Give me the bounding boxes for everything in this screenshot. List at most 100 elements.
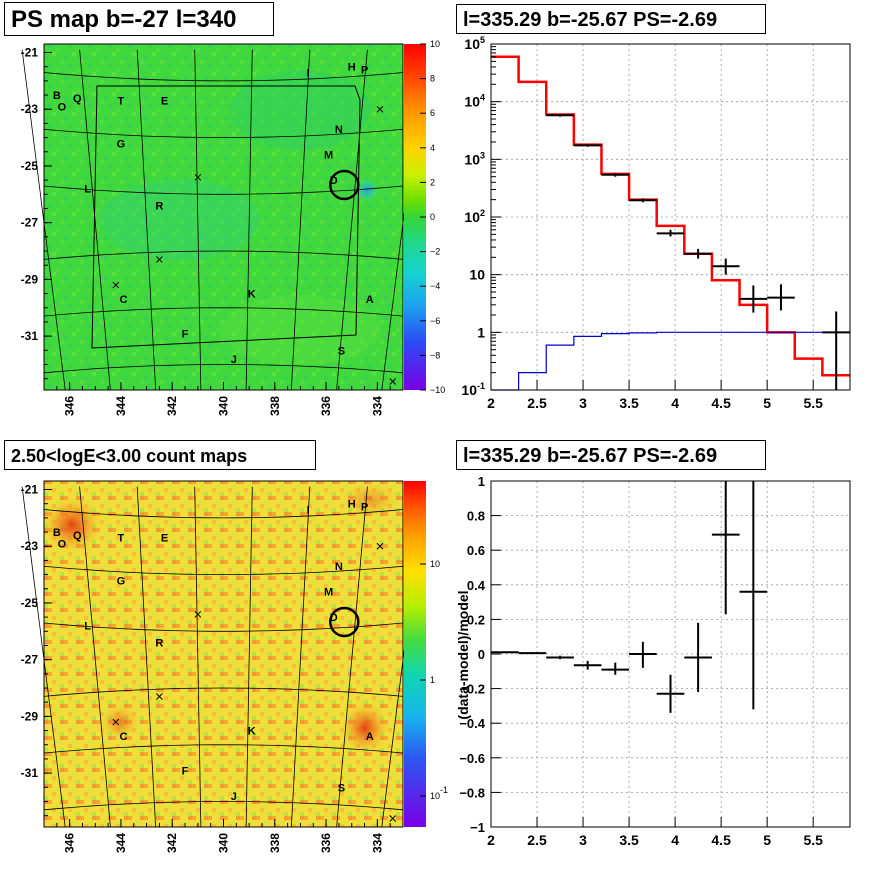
y-tick-label: -29 <box>21 709 39 723</box>
y-tick-label: 105 <box>464 35 485 52</box>
x-tick-label: 346 <box>63 833 77 853</box>
x-tick-label: 338 <box>268 833 282 853</box>
source-label: T <box>118 96 125 108</box>
residual-ylabel: (data-model)/model <box>455 590 471 719</box>
ps-map-axes: 346 344 342 340 338 336 334 -21 -23 -25 -27 -29 -31 <box>21 46 404 416</box>
y-tick-label: -27 <box>21 216 39 230</box>
ps-map-sources: B QO T E I H P N G M D L R C K A F J S <box>53 62 397 385</box>
spectrum-axes: 2 2.5 3 3.5 4 4.5 5 5.5 10-1 1 10 102 103 104 105 <box>461 35 823 411</box>
count-map-background <box>44 481 403 827</box>
parallel-line <box>43 72 404 82</box>
source-cross <box>112 281 120 289</box>
source-cross <box>376 105 384 113</box>
source-label: F <box>182 328 189 340</box>
colorbar-tick-label: 10 <box>430 39 440 49</box>
source-label: P <box>361 502 368 514</box>
x-tick-label: 2 <box>487 395 495 411</box>
source-label: K <box>248 726 256 738</box>
ps-map-region <box>230 70 370 150</box>
x-tick-label: 4.5 <box>711 832 731 848</box>
meridian-line <box>79 49 111 391</box>
colorbar-tick-label: −2 <box>430 247 440 257</box>
parallel-line <box>43 364 404 374</box>
colorbar-tick-label: 4 <box>430 143 435 153</box>
y-tick-label: -21 <box>21 46 39 60</box>
parallel-line <box>43 250 404 260</box>
source-cross <box>389 815 397 822</box>
source-label: E <box>161 533 168 545</box>
source-label: G <box>117 575 126 587</box>
x-tick-label: 5.5 <box>803 832 823 848</box>
colorbar-tick-label: −10 <box>430 385 445 395</box>
target-circle <box>329 169 360 201</box>
count-map-axes: 346 344 342 340 338 336 334 -21 -23 -25 -27 -29 -31 <box>21 483 404 853</box>
ps-colorbar-ticks: 10 8 6 4 2 0 −2 −4 −6 −8 −10 <box>420 39 445 395</box>
y-tick-label: 1 <box>477 324 485 340</box>
source-label: B <box>53 527 61 539</box>
count-map-title: 2.50<logE<3.00 count maps <box>4 440 316 470</box>
colorbar-tick-label: 0 <box>430 212 435 222</box>
source-label: F <box>182 765 189 777</box>
y-tick-label: -31 <box>21 329 39 343</box>
source-label: Q <box>73 93 82 105</box>
meridian-line <box>79 486 111 828</box>
source-label: H <box>348 499 356 511</box>
source-label: I <box>307 504 310 516</box>
colorbar-tick-label: 6 <box>430 108 435 118</box>
y-tick-label: −0.4 <box>459 716 485 731</box>
meridian-line <box>336 486 368 828</box>
roi-boundary <box>91 85 361 349</box>
residual-plot-area <box>491 481 850 827</box>
y-tick-label: 0.8 <box>467 509 485 524</box>
x-tick-label: 338 <box>268 396 282 416</box>
hotspot-bq <box>42 497 102 553</box>
y-tick-label: 10-1 <box>461 381 485 398</box>
x-tick-label: 4 <box>671 395 679 411</box>
parallel-line <box>43 801 404 811</box>
colorbar-tick-label: 10 <box>430 559 440 569</box>
source-cross <box>376 542 384 550</box>
y-tick-label: -25 <box>21 596 39 610</box>
source-label: P <box>361 65 368 77</box>
hotspot-a <box>341 702 389 754</box>
y-tick-label: 10 <box>469 267 485 283</box>
parallel-line <box>43 307 404 317</box>
source-label: O <box>58 101 67 113</box>
y-tick-label: -31 <box>21 766 39 780</box>
ps-map-coldspot <box>353 176 381 204</box>
source-label: M <box>324 150 333 162</box>
source-label: R <box>155 638 163 650</box>
parallel-line <box>43 185 404 195</box>
y-tick-label: −0.6 <box>459 751 485 766</box>
source-cross <box>389 378 397 385</box>
y-tick-label: 1 <box>478 474 485 489</box>
source-label: L <box>84 621 91 633</box>
y-tick-label: 0.6 <box>467 543 485 558</box>
x-tick-label: 334 <box>370 833 384 853</box>
source-label: T <box>118 533 125 545</box>
colorbar-tick-label: −8 <box>430 350 440 360</box>
x-tick-label: 334 <box>370 396 384 416</box>
x-tick-label: 346 <box>63 396 77 416</box>
source-label: C <box>120 731 128 743</box>
x-tick-label: 336 <box>319 396 333 416</box>
residual-title: l=335.29 b=-25.67 PS=-2.69 <box>456 440 766 470</box>
meridian-line <box>245 49 253 391</box>
y-tick-label: 0.4 <box>467 578 486 593</box>
colorbar-tick-label: −6 <box>430 316 440 326</box>
source-label: J <box>231 791 237 803</box>
x-tick-label: 2.5 <box>527 395 547 411</box>
meridian-line <box>136 486 156 828</box>
x-tick-label: 344 <box>114 833 128 853</box>
count-map-grid <box>21 486 426 828</box>
source-label: C <box>120 294 128 306</box>
x-tick-label: 3.5 <box>619 832 639 848</box>
spectrum-title: l=335.29 b=-25.67 PS=-2.69 <box>456 4 766 34</box>
source-label: B <box>53 90 61 102</box>
hotspot-c <box>100 704 140 740</box>
y-tick-label: -21 <box>21 483 39 497</box>
x-tick-label: 5.5 <box>803 395 823 411</box>
meridian-line <box>245 486 253 828</box>
meridian-line <box>136 49 156 391</box>
x-tick-label: 4 <box>671 832 679 848</box>
